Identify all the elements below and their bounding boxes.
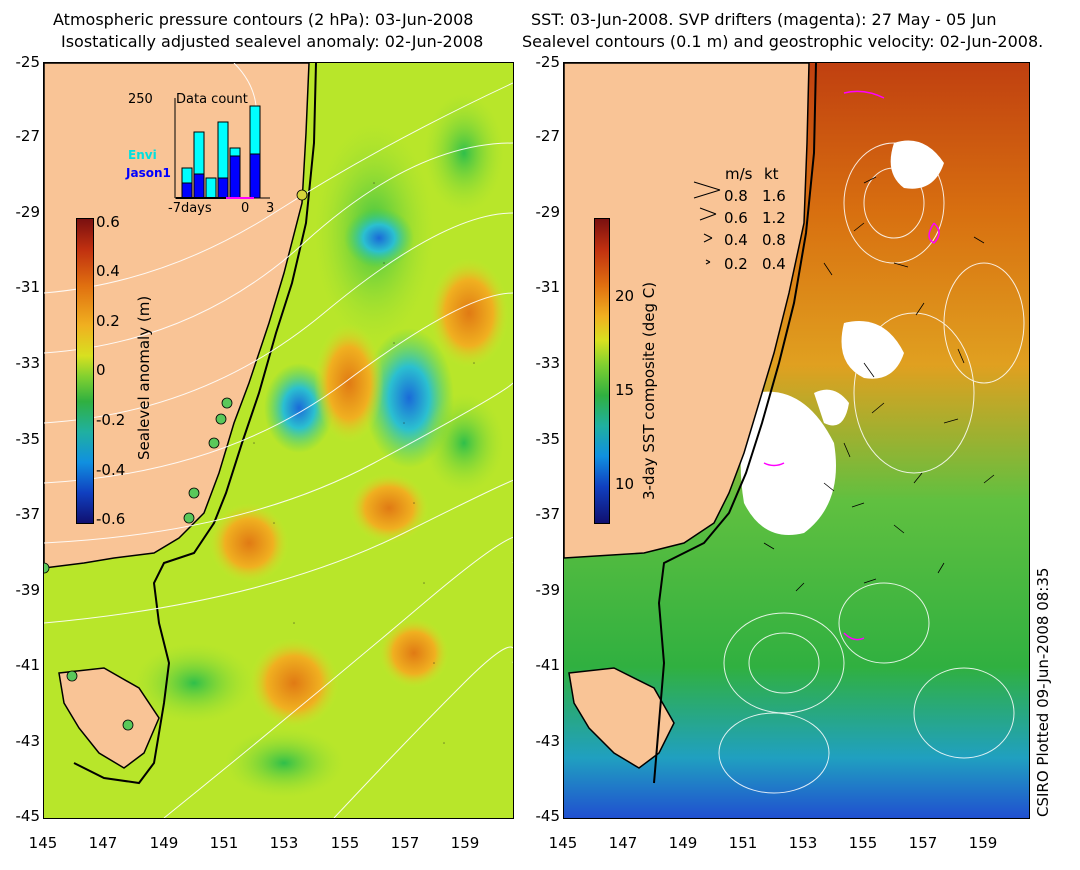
sst-colorbar-tick: 10 — [615, 475, 635, 493]
right-y-tick: -43 — [535, 732, 561, 750]
sealevel-colorbar — [76, 218, 94, 524]
inset-title: Data count — [176, 92, 248, 107]
right-x-tick: 145 — [548, 834, 578, 852]
left-y-tick: -43 — [15, 732, 41, 750]
left-y-tick: -37 — [15, 505, 41, 523]
left-y-tick: -25 — [15, 53, 41, 71]
speed-legend-arrows — [690, 180, 722, 270]
left-y-tick: -39 — [15, 581, 41, 599]
sealevel-colorbar-tick: 0.6 — [96, 213, 120, 231]
left-x-tick: 149 — [149, 834, 179, 852]
sst-colorbar-tick: 15 — [615, 381, 635, 399]
sealevel-colorbar-tick: 0.2 — [96, 312, 120, 330]
left-y-tick: -27 — [15, 127, 41, 145]
left-y-tick: -35 — [15, 430, 41, 448]
sealevel-colorbar-tick: 0.4 — [96, 262, 120, 280]
inset-x-left-label: -7days — [168, 201, 212, 216]
sealevel-colorbar-tick: -0.2 — [96, 411, 126, 429]
right-x-tick: 153 — [788, 834, 818, 852]
speed-legend-kt: 0.8 — [762, 231, 786, 249]
inset-envi-label: Envi — [128, 148, 157, 162]
left-x-tick: 153 — [269, 834, 299, 852]
sst-colorbar — [594, 218, 610, 524]
right-x-tick: 149 — [668, 834, 698, 852]
right-title-line2: Sealevel contours (0.1 m) and geostrophi… — [522, 32, 1044, 51]
left-y-tick: -45 — [15, 807, 41, 825]
speed-legend-ms: 0.2 — [724, 255, 748, 273]
left-y-tick: -31 — [15, 278, 41, 296]
sealevel-colorbar-tick: -0.4 — [96, 461, 126, 479]
right-y-tick: -27 — [535, 127, 561, 145]
right-x-tick: 157 — [908, 834, 938, 852]
speed-legend-ms: 0.6 — [724, 209, 748, 227]
left-x-tick: 145 — [28, 834, 58, 852]
right-y-tick: -41 — [535, 656, 561, 674]
inset-x-mid-label: 0 — [241, 201, 250, 216]
right-y-tick: -25 — [535, 53, 561, 71]
data-count-inset — [174, 98, 270, 200]
left-x-tick: 147 — [88, 834, 118, 852]
right-x-tick: 151 — [728, 834, 758, 852]
sealevel-anomaly-map — [43, 62, 514, 819]
speed-legend-header-ms: m/s — [725, 165, 753, 183]
left-x-tick: 157 — [390, 834, 420, 852]
right-y-tick: -29 — [535, 203, 561, 221]
right-x-tick: 159 — [968, 834, 998, 852]
sealevel-colorbar-tick: 0 — [96, 361, 106, 379]
left-title-line1: Atmospheric pressure contours (2 hPa): 0… — [53, 10, 474, 29]
speed-legend-kt: 1.2 — [762, 209, 786, 227]
right-x-tick: 147 — [608, 834, 638, 852]
credit-text: CSIRO Plotted 09-Jun-2008 08:35 — [1034, 567, 1052, 817]
left-y-tick: -29 — [15, 203, 41, 221]
right-y-tick: -35 — [535, 430, 561, 448]
inset-x-right-label: 3 — [266, 201, 275, 216]
sst-map — [563, 62, 1030, 819]
right-y-tick: -39 — [535, 581, 561, 599]
right-y-tick: -33 — [535, 354, 561, 372]
speed-legend-ms: 0.8 — [724, 187, 748, 205]
speed-legend-ms: 0.4 — [724, 231, 748, 249]
left-x-tick: 151 — [209, 834, 239, 852]
right-y-tick: -45 — [535, 807, 561, 825]
speed-legend-header-kt: kt — [764, 165, 779, 183]
left-y-tick: -33 — [15, 354, 41, 372]
speed-legend-kt: 1.6 — [762, 187, 786, 205]
left-x-tick: 159 — [450, 834, 480, 852]
speed-legend-kt: 0.4 — [762, 255, 786, 273]
right-title-line1: SST: 03-Jun-2008. SVP drifters (magenta)… — [531, 10, 997, 29]
inset-ymax-label: 250 — [128, 92, 153, 107]
sst-colorbar-label: 3-day SST composite (deg C) — [640, 281, 658, 500]
right-y-tick: -37 — [535, 505, 561, 523]
sealevel-colorbar-label: Sealevel anomaly (m) — [135, 295, 153, 460]
inset-jason-label: Jason1 — [126, 166, 171, 180]
left-x-tick: 155 — [330, 834, 360, 852]
right-x-tick: 155 — [848, 834, 878, 852]
sealevel-colorbar-tick: -0.6 — [96, 510, 126, 528]
sst-colorbar-tick: 20 — [615, 287, 635, 305]
right-y-tick: -31 — [535, 278, 561, 296]
left-y-tick: -41 — [15, 656, 41, 674]
left-title-line2: Isostatically adjusted sealevel anomaly:… — [61, 32, 484, 51]
